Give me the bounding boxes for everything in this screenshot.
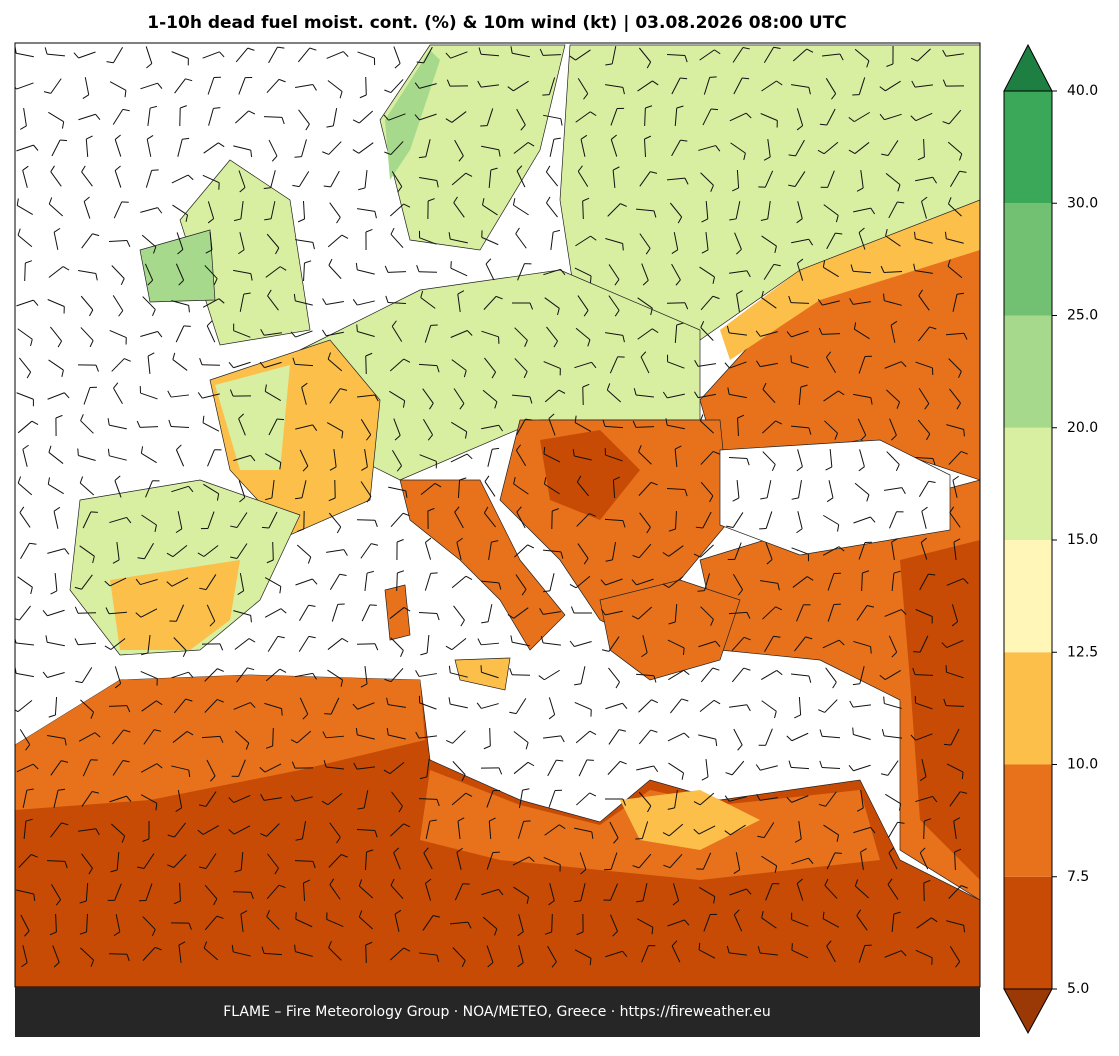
barb-flag <box>944 744 951 745</box>
colorbar-tick-label: 25.0 <box>1067 308 1098 324</box>
barb-flag <box>213 108 220 109</box>
barb-flag <box>587 760 594 761</box>
barb-shaft <box>25 263 26 281</box>
barb-shaft <box>109 954 127 955</box>
barb-flag <box>544 447 545 454</box>
colorbar-segment <box>1004 540 1052 652</box>
barb-shaft <box>366 77 367 95</box>
colorbar-over <box>1004 45 1052 91</box>
barb-shaft <box>924 821 925 839</box>
colorbar-segment <box>1004 316 1052 428</box>
barb-shaft <box>490 728 491 746</box>
barb-shaft <box>273 542 274 560</box>
barb-flag <box>262 527 269 528</box>
colorbar-tick-label: 20.0 <box>1067 420 1098 436</box>
barb-flag <box>871 647 872 654</box>
barb-flag <box>370 605 377 606</box>
colorbar-tick-label: 5.0 <box>1067 981 1089 997</box>
barb-flag <box>835 853 842 854</box>
barb-flag <box>60 140 67 141</box>
colorbar-tick-label: 10.0 <box>1067 757 1098 773</box>
colorbar-tick-label: 7.5 <box>1067 869 1089 885</box>
barb-flag <box>623 243 624 250</box>
barb-flag <box>277 419 284 420</box>
barb-shaft <box>791 303 809 304</box>
barb-shaft <box>109 706 127 707</box>
barb-flag <box>91 512 98 513</box>
barb-flag <box>711 109 718 110</box>
colorbar-tick-label: 15.0 <box>1067 532 1098 548</box>
footer-text: FLAME – Fire Meteorology Group · NOA/MET… <box>223 1004 771 1020</box>
barb-flag <box>357 325 358 332</box>
barb-shaft <box>397 573 398 591</box>
colorbar-segment <box>1004 203 1052 315</box>
colorbar-tick-label: 30.0 <box>1067 195 1098 211</box>
barb-shaft <box>366 356 367 374</box>
barb-flag <box>853 728 854 735</box>
colorbar-segment <box>1004 877 1052 989</box>
colorbar-segment <box>1004 428 1052 540</box>
map-title: 1-10h dead fuel moist. cont. (%) & 10m w… <box>147 13 846 33</box>
barb-shaft <box>273 728 274 746</box>
barb-flag <box>962 772 963 779</box>
barb-flag <box>683 648 684 655</box>
barb-flag <box>698 591 705 592</box>
barb-flag <box>590 276 591 283</box>
colorbar-segment <box>1004 91 1052 203</box>
colorbar-segment <box>1004 765 1052 877</box>
colorbar-tick-label: 12.5 <box>1067 644 1098 660</box>
colorbar-tick-label: 40.0 <box>1067 83 1098 99</box>
barb-flag <box>524 821 531 822</box>
barb-shaft <box>552 914 553 932</box>
colorbar-segment <box>1004 652 1052 764</box>
barb-flag <box>884 697 885 704</box>
barb-flag <box>78 449 79 456</box>
barb-shaft <box>583 201 584 219</box>
barb-flag <box>295 157 302 158</box>
map <box>12 43 980 987</box>
barb-shaft <box>512 675 530 676</box>
barb-shaft <box>366 945 367 963</box>
colorbar-under <box>1004 989 1052 1033</box>
barb-shaft <box>419 272 437 273</box>
barb-shaft <box>357 644 375 645</box>
barb-flag <box>792 943 793 950</box>
barb-shaft <box>822 334 840 335</box>
colorbar: 5.0 7.5 10.0 12.5 15.0 20.0 25.0 30.0 40.0 <box>1004 45 1098 1033</box>
barb-flag <box>282 709 283 716</box>
